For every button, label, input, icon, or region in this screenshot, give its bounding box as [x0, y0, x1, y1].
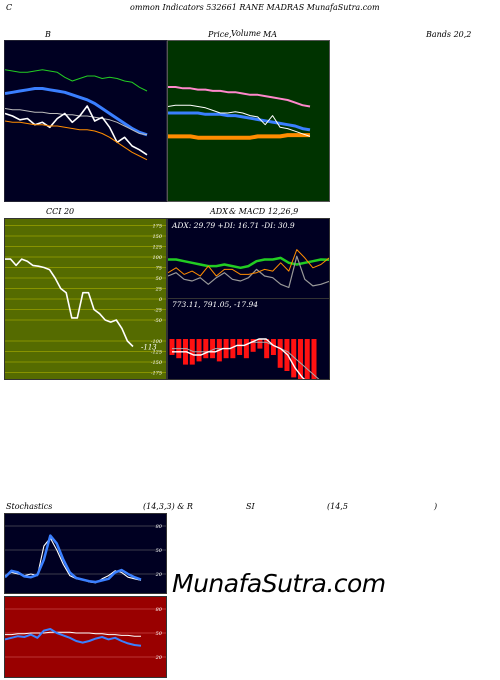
adx-line [168, 256, 329, 270]
macd-histogram-bar [277, 339, 283, 368]
label-stoch-b: (14,3,3) & R [143, 502, 193, 511]
panel-background [168, 41, 329, 201]
rsi-chart: 80 50 20 [5, 597, 166, 677]
cci-tick-label: -100 [151, 339, 163, 345]
cci-tick-label: 125 [152, 245, 162, 251]
cci-tick-label: -25 [154, 308, 162, 314]
macd-histogram-bar [189, 339, 195, 365]
cci-tick-label: 100 [152, 255, 162, 261]
label-cci: CCI 20 [46, 207, 75, 216]
cci-tick-label: -50 [154, 318, 163, 324]
cci-tick-label: 25 [155, 287, 162, 293]
price-ma-panel [167, 40, 330, 202]
bb-price-line [5, 105, 148, 156]
label-bollinger-b: B [45, 30, 51, 39]
macd-histogram-bar [243, 339, 249, 359]
ma-blue-line [168, 111, 311, 132]
label-stoch-a: Stochastics [6, 502, 53, 511]
stoch-d-line [5, 534, 142, 584]
macd-line [172, 338, 306, 379]
adx-chart: ADX: 29.79 +DI: 16.71 -DI: 30.9 [168, 219, 329, 298]
header-left-char: C [6, 3, 13, 12]
cci-chart: 175 150 125 100 75 50 25 0 -25 -50 -100 -125 -150 -17… [5, 219, 166, 379]
cci-line [5, 258, 134, 348]
label-price: Price, [208, 30, 232, 39]
macd-histogram-bar [250, 339, 256, 352]
cci-tick-label: 75 [156, 266, 162, 272]
cci-tick-label: -125 [151, 350, 162, 356]
macd-panel: 773.11, 791.05, -17.94 [167, 298, 330, 380]
macd-histogram-bar [311, 339, 317, 379]
cci-tick-label: -175 [151, 371, 162, 377]
macd-histogram-bar [304, 339, 310, 379]
cci-panel: 175 150 125 100 75 50 25 0 -25 -50 -100 -125 -150 -17… [4, 218, 167, 380]
cci-tick-label: -150 [151, 360, 163, 366]
label-stoch-d: (14,5 [327, 502, 348, 511]
rsi-tick-label: 80 [156, 607, 163, 613]
label-bands: Bands 20,2 [426, 30, 472, 39]
macd-histogram-bar [230, 339, 236, 359]
macd-histogram-bar [264, 339, 270, 359]
label-volume: Volume [231, 29, 261, 38]
macd-histogram-bar [210, 339, 216, 359]
macd-readout: 773.11, 791.05, -17.94 [172, 300, 258, 309]
adx-readout: ADX: 29.79 +DI: 16.71 -DI: 30.9 [171, 221, 295, 230]
bollinger-b-chart [5, 41, 166, 201]
stochastics-panel: 80 50 20 [4, 513, 167, 594]
macd-chart: 773.11, 791.05, -17.94 [168, 299, 329, 379]
label-adx: ADX [210, 207, 228, 216]
page-title: ommon Indicators 532661 RANE MADRAS Muna… [130, 3, 380, 12]
cci-tick-label: 0 [159, 297, 163, 303]
adx-panel: ADX: 29.79 +DI: 16.71 -DI: 30.9 [167, 218, 330, 299]
bb-orange-line [5, 120, 148, 161]
cci-tick-label: 175 [152, 224, 162, 230]
ma-orange-line [168, 133, 310, 140]
bb-green-line [5, 69, 148, 92]
macd-histogram-bar [196, 339, 202, 362]
rsi-tick-label: 20 [155, 655, 163, 661]
label-stoch-c: SI [246, 502, 255, 511]
minus-di-line [168, 249, 329, 277]
cci-tick-label: 50 [156, 276, 163, 282]
label-ma: MA [263, 30, 277, 39]
macd-histogram-bar [291, 339, 297, 378]
cci-tick-label: 150 [152, 234, 162, 240]
watermark: MunafaSutra.com [172, 569, 386, 598]
cci-last-label: -113 [141, 343, 157, 351]
label-stoch-e: ) [434, 502, 438, 511]
macd-histogram-bar [270, 339, 276, 355]
plus-di-line [168, 255, 329, 289]
label-macd: & MACD 12,26,9 [229, 207, 299, 216]
macd-histogram-bar [203, 339, 209, 359]
rsi-signal-line [5, 631, 141, 637]
price-ma-chart [168, 41, 329, 201]
bollinger-b-panel [4, 40, 167, 202]
rsi-panel: 80 50 20 [4, 596, 167, 678]
bb-grey-line [5, 108, 148, 136]
rsi-line [5, 628, 142, 647]
stoch-tick-label: 50 [156, 548, 163, 554]
ma-pink-line [168, 86, 311, 108]
ma-price-line [168, 104, 311, 137]
rsi-tick-label: 50 [156, 631, 163, 637]
macd-histogram-bar [169, 339, 175, 355]
panel-background [168, 219, 329, 298]
macd-histogram-bar [297, 339, 303, 379]
stochastics-chart: 80 50 20 [5, 514, 166, 593]
stoch-tick-label: 80 [156, 524, 163, 530]
stoch-tick-label: 20 [155, 572, 163, 578]
macd-histogram-bar [257, 339, 263, 349]
macd-histogram-bar [237, 339, 243, 355]
panel-background [5, 41, 166, 201]
bb-blue-line [5, 87, 148, 137]
panel-background [5, 597, 166, 677]
